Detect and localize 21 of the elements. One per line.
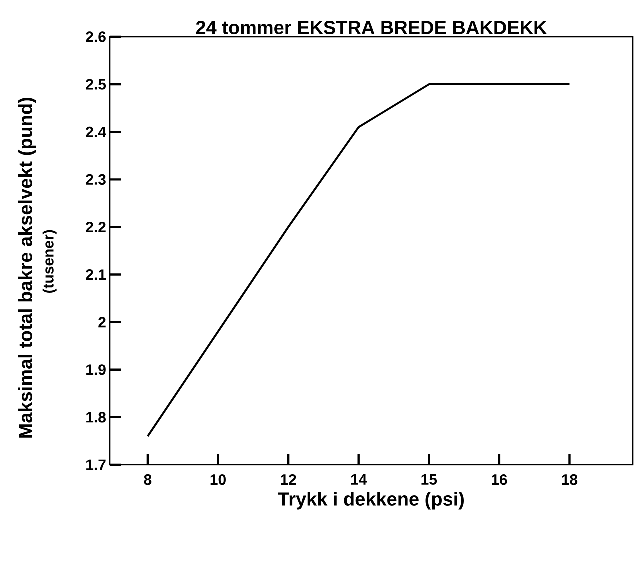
y-tick-label: 1.8 bbox=[86, 412, 106, 423]
y-tick-label: 2.1 bbox=[86, 270, 106, 280]
chart-title: 24 tommer EKSTRA BREDE BAKDEKK bbox=[196, 21, 548, 34]
y-tick-label: 2.5 bbox=[86, 79, 106, 90]
y-tick-label: 2.6 bbox=[86, 32, 106, 42]
x-tick-label: 12 bbox=[281, 474, 296, 486]
x-axis-title: Trykk i dekkene (psi) bbox=[278, 492, 464, 510]
y-tick-label: 1.7 bbox=[86, 460, 106, 470]
x-tick-label: 10 bbox=[210, 474, 226, 486]
y-tick-label: 2.2 bbox=[86, 222, 106, 232]
x-tick-label: 15 bbox=[422, 474, 438, 485]
y-tick-label: 2.4 bbox=[86, 126, 106, 138]
y-axis-title: Maksimal total bakre akselvekt (pund) bbox=[18, 98, 36, 438]
x-tick-label: 16 bbox=[492, 474, 508, 486]
text: (tusener) bbox=[42, 230, 57, 294]
y-tick-label: 2 bbox=[98, 317, 106, 328]
x-tick-label: 18 bbox=[562, 474, 578, 486]
x-tick-label: 14 bbox=[351, 474, 368, 485]
x-tick-label: 8 bbox=[144, 474, 152, 486]
y-tick-label: 1.9 bbox=[86, 364, 106, 376]
y-tick-label: 2.3 bbox=[86, 174, 106, 185]
